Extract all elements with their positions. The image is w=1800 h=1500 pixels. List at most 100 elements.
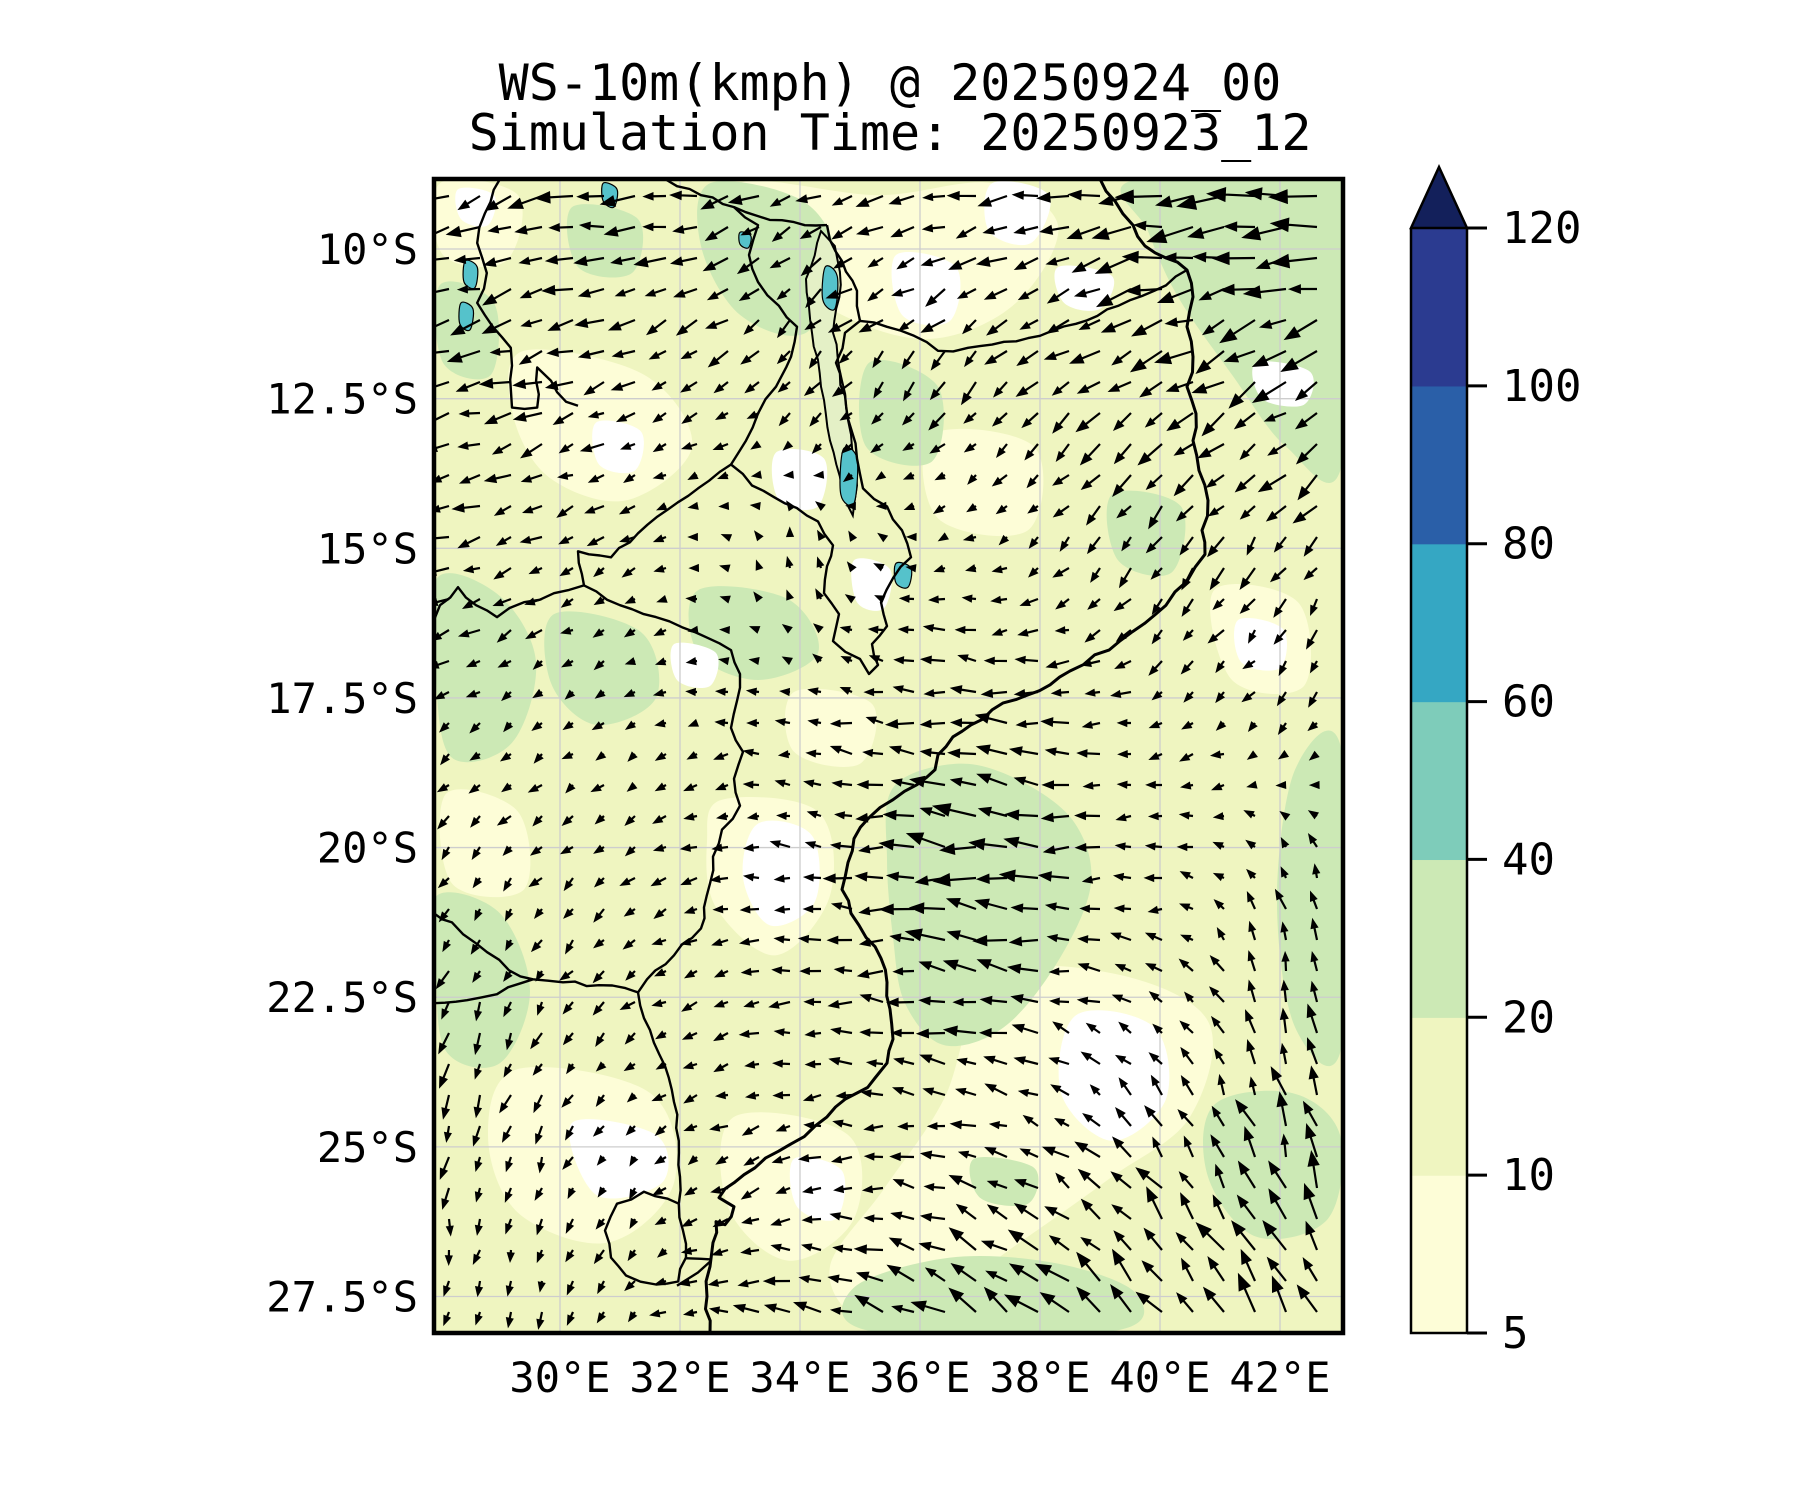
wind-arrow — [862, 748, 884, 758]
wind-arrow — [1173, 474, 1194, 497]
wind-arrow — [1214, 1163, 1226, 1189]
wind-arrow — [1306, 629, 1318, 650]
wind-arrow — [451, 502, 481, 513]
wind-arrow — [474, 908, 483, 922]
wind-arrow — [779, 687, 791, 697]
wind-arrow — [870, 443, 884, 453]
wind-arrow — [1026, 474, 1039, 489]
wind-arrow — [587, 474, 605, 483]
wind-arrow — [1268, 1188, 1287, 1220]
wind-arrow — [793, 1301, 822, 1314]
wind-arrow — [955, 226, 977, 239]
wind-arrow — [1089, 1084, 1101, 1096]
wind-arrow — [679, 843, 698, 852]
contour-patch-20-40 — [434, 573, 537, 763]
wind-arrow — [611, 349, 636, 359]
wind-arrow — [1271, 1275, 1288, 1313]
wind-arrow — [1295, 443, 1318, 465]
wind-arrow — [1179, 903, 1194, 912]
wind-arrow — [961, 594, 977, 603]
wind-arrow — [1179, 871, 1194, 880]
wind-arrow — [441, 846, 451, 861]
wind-arrow — [1280, 350, 1318, 373]
wind-arrow — [474, 1063, 482, 1080]
wind-arrow — [748, 626, 761, 634]
wind-arrow — [966, 503, 978, 513]
wind-arrow — [963, 412, 977, 424]
wind-arrow — [740, 350, 760, 365]
wind-arrow — [718, 657, 730, 666]
wind-arrow — [680, 350, 698, 360]
wind-arrow — [439, 1063, 451, 1089]
wind-arrow — [855, 812, 884, 823]
wind-arrow — [1176, 1292, 1194, 1313]
wind-arrow — [991, 628, 1008, 636]
wind-arrow — [832, 1244, 853, 1253]
wind-arrow — [706, 288, 729, 301]
wind-arrow — [561, 658, 574, 668]
lat-tick-label: 25°S — [317, 1123, 418, 1172]
wind-arrow — [524, 597, 543, 606]
wind-arrow — [1135, 1167, 1163, 1189]
wind-arrow — [1181, 720, 1194, 730]
wind-arrow — [1178, 958, 1194, 972]
wind-arrow — [712, 442, 729, 450]
wind-arrow — [890, 1211, 915, 1221]
wind-arrow — [1183, 691, 1194, 703]
wind-arrow — [782, 440, 794, 451]
wind-arrow — [592, 628, 605, 638]
wind-arrow — [909, 775, 946, 788]
wind-arrow — [834, 811, 853, 820]
wind-arrow — [1067, 189, 1101, 201]
wind-arrow — [855, 1271, 884, 1283]
wind-arrow — [1175, 1232, 1194, 1251]
wind-arrow — [586, 536, 605, 547]
wind-arrow — [439, 722, 450, 733]
wind-arrow — [534, 908, 544, 919]
wind-arrow — [1296, 1284, 1318, 1313]
wind-arrow — [1212, 841, 1225, 850]
wind-arrow — [1180, 1192, 1194, 1220]
wind-arrow — [1039, 224, 1070, 235]
wind-arrow — [805, 288, 822, 309]
wind-arrow — [470, 815, 481, 828]
wind-arrow — [1179, 752, 1194, 762]
wind-arrow — [654, 782, 667, 792]
wind-arrow — [813, 623, 824, 634]
wind-arrow — [800, 257, 822, 277]
wind-arrow — [980, 688, 1008, 698]
wind-arrow — [1017, 628, 1039, 637]
wind-arrow — [1147, 812, 1163, 821]
wind-arrow — [501, 690, 512, 702]
wind-arrow — [593, 908, 605, 923]
wind-arrow — [709, 874, 729, 884]
wind-arrow — [1111, 994, 1132, 1004]
wind-arrow — [1133, 220, 1163, 231]
wind-arrow — [623, 688, 636, 698]
wind-arrow — [1154, 349, 1194, 365]
wind-arrow — [1048, 1235, 1070, 1251]
wind-arrow — [903, 502, 916, 510]
wind-arrow — [922, 624, 946, 633]
wind-arrow — [920, 256, 946, 267]
wind-arrow — [624, 720, 637, 731]
wind-arrow — [854, 1294, 884, 1313]
wind-arrow — [1145, 780, 1163, 790]
wind-arrow — [532, 815, 543, 827]
wind-arrow — [481, 319, 512, 334]
wind-arrow — [593, 844, 605, 854]
wind-arrow — [1003, 1294, 1039, 1313]
wind-arrow — [854, 871, 884, 882]
wind-arrow — [744, 1060, 760, 1069]
wind-arrow — [1091, 225, 1132, 240]
wind-arrow — [497, 659, 512, 668]
plot-subtitle: Simulation Time: 20250923_12 — [469, 104, 1312, 162]
wind-arrow — [1013, 1056, 1039, 1066]
wind-arrow — [536, 1001, 545, 1016]
wind-arrow — [537, 1156, 546, 1174]
wind-arrow — [1166, 412, 1194, 432]
wind-arrow — [888, 1237, 915, 1251]
wind-arrow — [652, 1186, 667, 1196]
wind-arrow — [708, 1306, 729, 1315]
wind-arrow — [797, 934, 822, 944]
